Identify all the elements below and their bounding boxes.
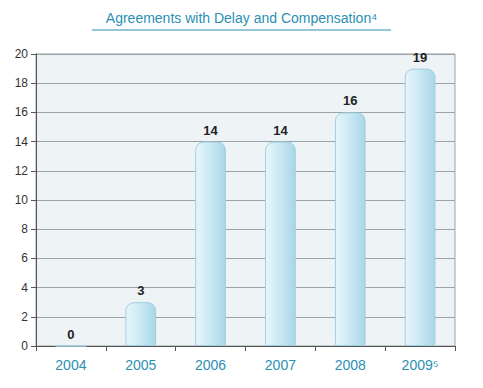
svg-text:14: 14 — [273, 123, 288, 138]
svg-text:4: 4 — [21, 281, 28, 295]
svg-text:14: 14 — [15, 135, 29, 149]
svg-text:0: 0 — [21, 339, 28, 353]
svg-text:2009⁵: 2009⁵ — [402, 357, 439, 373]
svg-text:0: 0 — [67, 327, 74, 342]
svg-text:2005: 2005 — [125, 357, 156, 373]
svg-text:12: 12 — [15, 164, 29, 178]
svg-text:10: 10 — [15, 193, 29, 207]
svg-text:16: 16 — [343, 93, 357, 108]
svg-text:6: 6 — [21, 251, 28, 265]
svg-text:Agreements with Delay and Comp: Agreements with Delay and Compensation⁴ — [106, 10, 377, 26]
svg-text:2006: 2006 — [195, 357, 226, 373]
svg-text:3: 3 — [137, 283, 144, 298]
svg-text:2007: 2007 — [265, 357, 296, 373]
svg-text:14: 14 — [203, 123, 218, 138]
svg-text:16: 16 — [15, 105, 29, 119]
svg-text:2: 2 — [21, 310, 28, 324]
svg-text:8: 8 — [21, 222, 28, 236]
svg-text:19: 19 — [413, 50, 427, 65]
svg-text:2008: 2008 — [335, 357, 366, 373]
svg-text:2004: 2004 — [55, 357, 86, 373]
svg-text:20: 20 — [15, 47, 29, 61]
svg-text:18: 18 — [15, 76, 29, 90]
